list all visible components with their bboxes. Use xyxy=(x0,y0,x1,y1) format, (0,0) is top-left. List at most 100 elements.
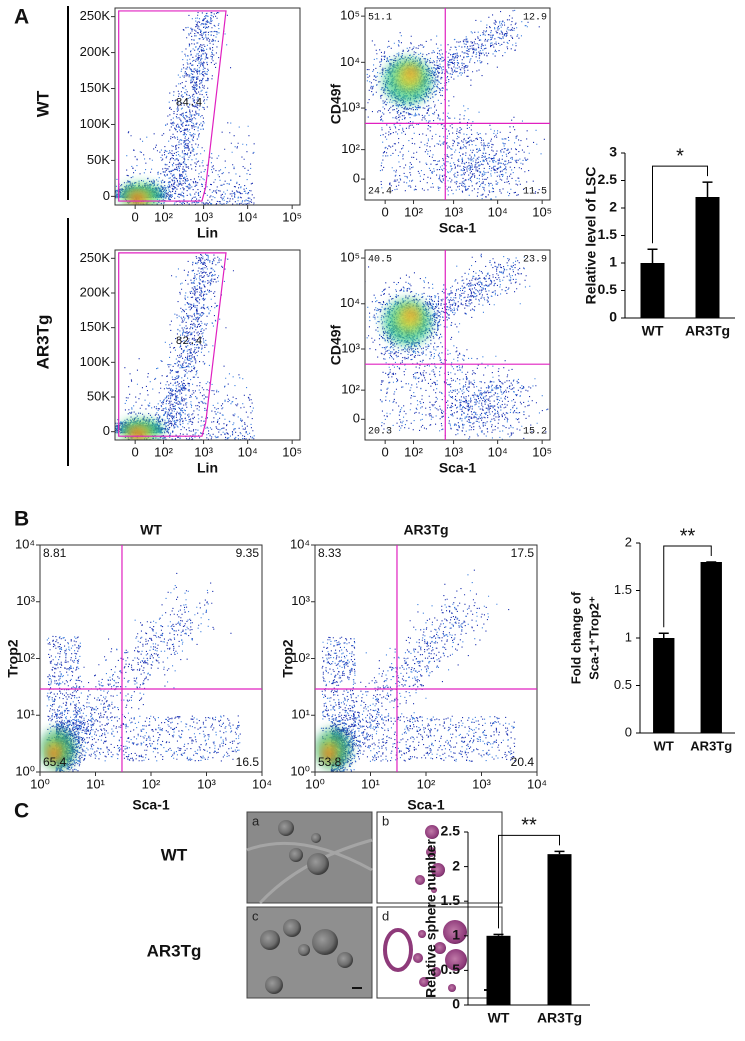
x-tick-label: AR3Tg xyxy=(690,738,732,753)
bar xyxy=(695,197,720,318)
x-tick-label: AR3Tg xyxy=(685,323,730,339)
y-tick-label: 0 xyxy=(609,309,617,325)
y-tick-label: 2.5 xyxy=(441,823,461,839)
x-tick-label: 10⁴ xyxy=(488,204,508,219)
x-tick-label: 10³ xyxy=(194,444,213,459)
y-tick-label: 0 xyxy=(103,188,110,203)
significance-label: ** xyxy=(521,815,537,837)
quadrant-label: 40.5 xyxy=(368,255,392,266)
bar xyxy=(547,854,572,1005)
y-tick-label: 10⁴ xyxy=(340,54,360,69)
y-axis-label: Sca-1⁺Trop2⁺ xyxy=(586,596,601,680)
micrograph xyxy=(246,906,373,999)
image-label: b xyxy=(382,813,389,828)
y-tick-label: 10³ xyxy=(291,593,310,608)
y-axis-label: Fold change of xyxy=(568,591,583,684)
quadrant-label: 9.35 xyxy=(236,546,260,560)
dots xyxy=(46,572,241,772)
quadrant-label: 12.9 xyxy=(523,13,547,24)
quadrant-label: 23.9 xyxy=(523,255,547,266)
x-tick-label: 10² xyxy=(417,776,436,791)
panel-label: B xyxy=(14,508,29,531)
density-core xyxy=(129,194,145,205)
y-axis-label: CD49f xyxy=(328,324,344,365)
x-axis-label: Sca-1 xyxy=(132,797,170,813)
y-tick-label: 0 xyxy=(103,423,110,438)
y-tick-label: 0 xyxy=(353,171,360,186)
y-tick-label: 1 xyxy=(625,629,632,644)
y-axis-label: CD49f xyxy=(328,83,344,124)
y-tick-label: 250K xyxy=(80,250,111,265)
y-tick-label: 50K xyxy=(87,388,110,403)
quadrant-label: 16.5 xyxy=(236,755,260,769)
quadrant-label: 8.81 xyxy=(43,546,67,560)
x-axis-label: Lin xyxy=(197,460,218,476)
density-core xyxy=(405,67,417,80)
x-tick-label: WT xyxy=(488,1010,510,1026)
micrograph xyxy=(376,906,503,999)
quadrant-label: 24.4 xyxy=(368,187,392,198)
y-tick-label: 150K xyxy=(80,319,111,334)
density-cloud xyxy=(315,569,516,772)
y-axis-label: Relative level of LSC xyxy=(583,167,599,305)
row-label: WT xyxy=(33,90,52,117)
density-cloud xyxy=(115,12,255,205)
x-tick-label: 10⁴ xyxy=(527,776,547,791)
row-label: WT xyxy=(161,845,188,864)
quadrant-label: 15.2 xyxy=(523,427,547,438)
density-cloud xyxy=(365,253,550,440)
dots xyxy=(366,255,548,440)
significance-bracket xyxy=(498,834,560,929)
y-tick-label: 10⁴ xyxy=(15,536,35,551)
y-tick-label: 3 xyxy=(609,144,617,160)
bar xyxy=(700,562,722,733)
y-tick-label: 1.5 xyxy=(614,582,632,597)
gate-polygon xyxy=(118,10,227,202)
x-tick-label: 10³ xyxy=(197,776,216,791)
image-label: d xyxy=(382,908,389,923)
quadrant-label: 17.5 xyxy=(511,546,535,560)
y-tick-label: 10⁰ xyxy=(290,763,310,778)
x-axis-label: Sca-1 xyxy=(407,797,445,813)
plot-frame xyxy=(364,7,551,201)
y-tick-label: 10⁴ xyxy=(290,536,310,551)
x-tick-label: 10⁴ xyxy=(238,209,258,224)
y-tick-label: 0.5 xyxy=(441,961,461,977)
panel-label: A xyxy=(14,6,29,29)
x-tick-label: 10² xyxy=(404,204,423,219)
x-tick-label: 10⁴ xyxy=(488,444,508,459)
y-axis-label: Trop2 xyxy=(5,639,21,677)
x-axis-label: Sca-1 xyxy=(439,460,477,476)
row-label: AR3Tg xyxy=(147,941,202,960)
x-tick-label: 0 xyxy=(382,444,389,459)
image-label: c xyxy=(252,908,259,923)
x-tick-label: 0 xyxy=(132,209,139,224)
quadrant-label: 53.8 xyxy=(318,755,342,769)
quadrant-label: 51.1 xyxy=(368,13,392,24)
y-axis-label: Relative sphere number xyxy=(423,839,439,998)
x-tick-label: 10⁵ xyxy=(282,209,302,224)
x-tick-label: 0 xyxy=(382,204,389,219)
micrograph xyxy=(246,811,373,905)
x-tick-label: 10⁴ xyxy=(252,776,272,791)
bar xyxy=(640,263,665,318)
x-tick-label: 10¹ xyxy=(86,776,105,791)
quadrant-label: 11.5 xyxy=(523,187,547,198)
y-tick-label: 10³ xyxy=(16,593,35,608)
bar xyxy=(653,638,675,733)
x-tick-label: 10⁵ xyxy=(532,204,552,219)
y-tick-label: 10¹ xyxy=(16,707,35,722)
y-tick-label: 2 xyxy=(625,534,632,549)
y-tick-label: 10² xyxy=(291,650,310,665)
y-tick-label: 250K xyxy=(80,8,111,23)
y-axis-label: Trop2 xyxy=(280,639,296,677)
plot-frame xyxy=(364,249,551,441)
density-core xyxy=(129,429,145,440)
y-tick-label: 2.5 xyxy=(598,171,618,187)
plot-frame xyxy=(114,249,301,441)
x-tick-label: 10⁰ xyxy=(305,776,325,791)
y-tick-label: 10³ xyxy=(341,340,360,355)
quadrant-label: 20.3 xyxy=(368,427,392,438)
dots xyxy=(320,574,515,772)
